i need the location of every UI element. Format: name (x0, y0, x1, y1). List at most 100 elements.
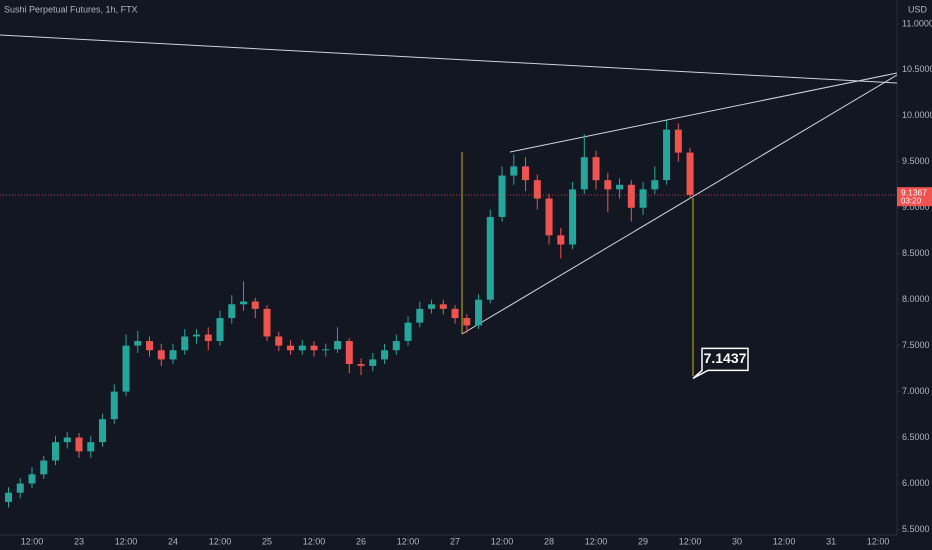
candle-body (345, 341, 353, 365)
x-tick-label: 25 (262, 536, 272, 546)
candle-body (52, 442, 60, 461)
candle-body (134, 341, 142, 346)
x-tick-label: 12:00 (679, 536, 702, 546)
x-tick-label: 12:00 (115, 536, 138, 546)
x-tick-label: 12:00 (397, 536, 420, 546)
candle-body (510, 166, 518, 176)
candle-body (28, 474, 36, 484)
candle-body (604, 180, 612, 190)
y-tick-label: 9.0000 (902, 202, 930, 212)
candle-body (122, 345, 130, 392)
x-tick-label: 28 (544, 536, 554, 546)
candle-body (486, 216, 494, 300)
x-tick-label: 12:00 (491, 536, 514, 546)
candle-body (404, 322, 412, 342)
candle-body (334, 341, 342, 350)
candle-body (639, 189, 647, 208)
candle-body (545, 198, 553, 236)
candle-body (181, 336, 189, 351)
candle-body (416, 308, 424, 323)
x-tick-label: 26 (356, 536, 366, 546)
x-tick-label: 31 (826, 536, 836, 546)
candle-body (569, 189, 577, 245)
candle-body (686, 152, 694, 195)
candle-body (392, 341, 400, 351)
x-tick-label: 12:00 (303, 536, 326, 546)
candle-body (275, 336, 283, 346)
candle-body (663, 129, 671, 181)
x-tick-label: 12:00 (585, 536, 608, 546)
candle-body (40, 460, 48, 475)
trendline (461, 74, 898, 335)
candle-body (110, 391, 118, 420)
x-tick-label: 12:00 (773, 536, 796, 546)
candle-body (204, 334, 212, 342)
candle-body (475, 299, 483, 326)
y-tick-label: 10.5000 (902, 64, 932, 74)
candle-body (157, 350, 165, 360)
x-tick-label: 30 (732, 536, 742, 546)
last-price-label: 9.1367 (901, 187, 927, 197)
y-tick-label: 9.5000 (902, 156, 930, 166)
y-tick-label: 7.5000 (902, 340, 930, 350)
callout-box (692, 347, 749, 380)
candle-body (627, 184, 635, 208)
x-tick-label: 29 (638, 536, 648, 546)
candle-body (16, 483, 24, 493)
y-tick-label: 10.0000 (902, 110, 932, 120)
target-label: 7.1437 (704, 350, 747, 366)
candle-body (322, 349, 330, 351)
candle-body (63, 437, 71, 443)
candle-body (616, 184, 624, 190)
candle-body (357, 364, 365, 366)
candle-body (4, 492, 12, 502)
chart-title: Sushi Perpetual Futures, 1h, FTX (4, 4, 138, 14)
candle-body (369, 359, 377, 366)
candle-body (651, 180, 659, 190)
candle-body (193, 334, 201, 337)
x-tick-label: 12:00 (209, 536, 232, 546)
y-tick-label: 7.0000 (902, 386, 930, 396)
x-tick-label: 27 (450, 536, 460, 546)
candle-body (240, 301, 248, 305)
candle-body (451, 308, 459, 319)
candle-body (533, 180, 541, 199)
candle-body (87, 442, 95, 452)
drawings (0, 34, 898, 376)
candle-body (251, 301, 259, 309)
candle-body (216, 318, 224, 342)
candle-body (287, 345, 295, 351)
y-tick-label: 8.5000 (902, 248, 930, 258)
last-price-tag (897, 187, 932, 207)
countdown: 03:20 (901, 196, 922, 205)
candle-body (522, 166, 530, 181)
candle-body (298, 345, 306, 351)
candle-body (75, 437, 83, 452)
candles (4, 120, 694, 508)
y-tick-label: 5.5000 (902, 524, 930, 534)
trendline (0, 34, 898, 84)
candle-body (557, 235, 565, 245)
x-tick-label: 23 (74, 536, 84, 546)
candle-body (674, 129, 682, 153)
y-tick-label: 11.0000 (902, 18, 932, 28)
candle-body (592, 157, 600, 181)
candle-body (498, 175, 506, 217)
candle-body (228, 304, 236, 319)
y-tick-label: 6.5000 (902, 432, 930, 442)
candle-body (263, 308, 271, 337)
candle-body (580, 157, 588, 190)
candle-body (381, 350, 389, 360)
candle-body (428, 304, 436, 309)
candle-body (310, 345, 318, 351)
candle-body (169, 350, 177, 360)
x-tick-label: 12:00 (21, 536, 44, 546)
candle-body (146, 341, 154, 351)
candle-body (99, 419, 107, 443)
x-tick-label: 24 (168, 536, 178, 546)
x-tick-label: 12:00 (867, 536, 890, 546)
candle-body (463, 318, 471, 326)
